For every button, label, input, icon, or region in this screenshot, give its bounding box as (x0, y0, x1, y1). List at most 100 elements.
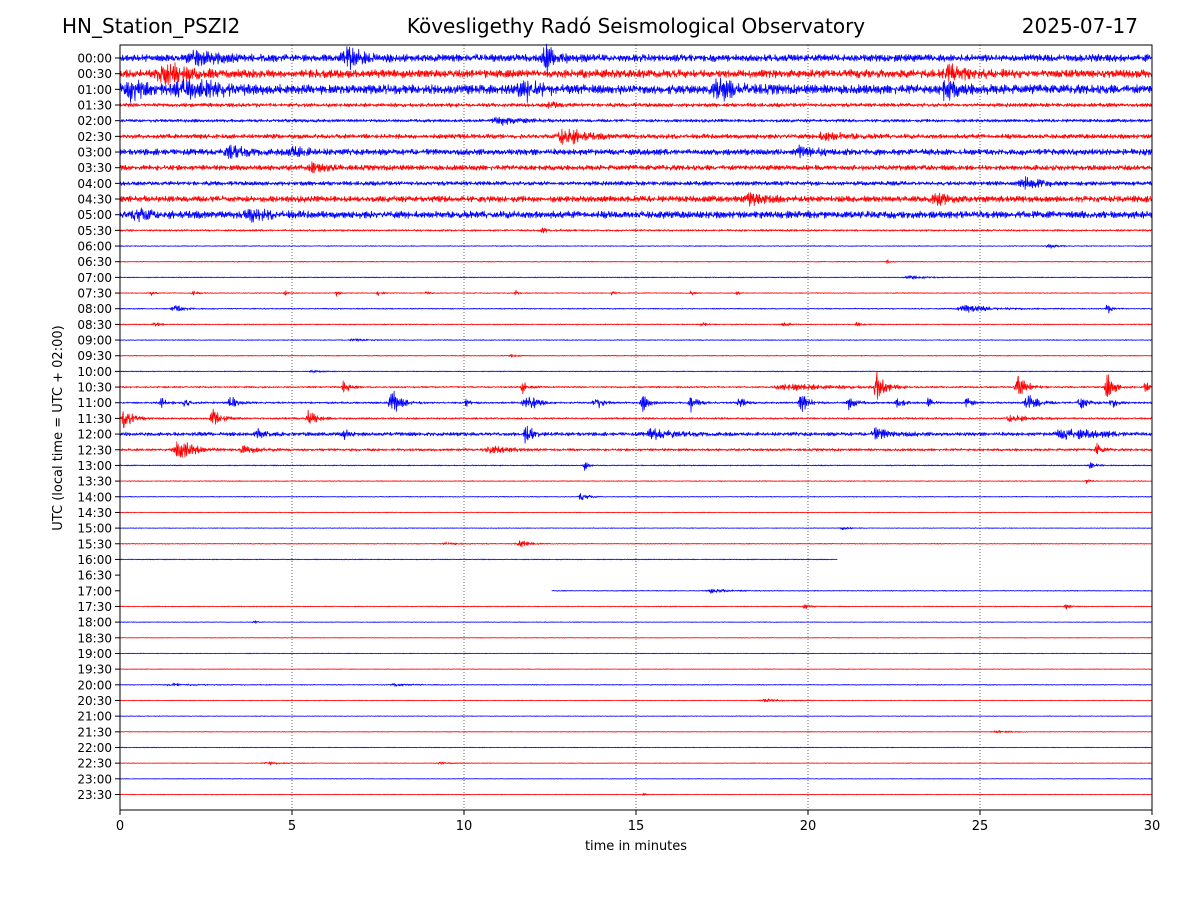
trace-row-1500 (119, 526, 1153, 531)
y-tick-label-8: 04:00 (77, 177, 112, 191)
trace-row-2130 (119, 730, 1153, 734)
x-tick-label-5: 25 (972, 819, 989, 834)
y-tick-label-31: 15:30 (77, 537, 112, 551)
y-tick-label-29: 14:30 (77, 506, 112, 520)
trace-row-1100 (120, 390, 1153, 413)
y-tick-label-43: 21:30 (77, 725, 112, 739)
x-tick-label-3: 15 (628, 819, 645, 834)
y-tick-label-32: 16:00 (77, 553, 112, 567)
x-axis-ticks: 0 5 10 15 20 25 30 (116, 810, 1160, 834)
chart-date: 2025-07-17 (1021, 14, 1138, 38)
y-tick-label-20: 10:00 (77, 365, 112, 379)
trace-row-0800 (120, 304, 1153, 314)
y-tick-label-3: 01:30 (77, 99, 112, 113)
y-tick-label-4: 02:00 (77, 114, 112, 128)
trace-row-0630 (119, 259, 1153, 264)
trace-row-0300 (119, 144, 1153, 159)
chart-title: Kövesligethy Radó Seismological Observat… (406, 14, 866, 38)
y-tick-label-17: 08:30 (77, 318, 112, 332)
y-tick-label-15: 07:30 (77, 287, 112, 301)
x-tick-label-2: 10 (456, 819, 473, 834)
trace-row-0400 (119, 176, 1153, 190)
trace-row-1800 (119, 620, 1153, 624)
y-tick-label-44: 22:00 (77, 741, 112, 755)
trace-row-0100 (119, 77, 1153, 103)
trace-row-0830 (119, 321, 1153, 327)
y-tick-label-26: 13:00 (77, 459, 112, 473)
trace-row-1600 (119, 558, 838, 561)
y-tick-label-35: 17:30 (77, 600, 112, 614)
y-tick-label-21: 10:30 (77, 381, 112, 395)
y-tick-label-7: 03:30 (77, 161, 112, 175)
y-tick-label-24: 12:00 (77, 428, 112, 442)
y-tick-label-39: 19:30 (77, 663, 112, 677)
y-tick-label-23: 11:30 (77, 412, 112, 426)
y-tick-label-0: 00:00 (77, 52, 112, 66)
trace-row-1130 (119, 408, 1153, 429)
x-tick-label-1: 5 (288, 819, 296, 834)
y-tick-label-33: 16:30 (77, 569, 112, 583)
trace-row-1930 (119, 668, 1153, 670)
y-tick-label-22: 11:00 (77, 396, 112, 410)
y-tick-label-6: 03:00 (77, 146, 112, 160)
y-tick-label-46: 23:00 (77, 772, 112, 786)
trace-row-1400 (119, 493, 1153, 501)
trace-row-0730 (119, 289, 1153, 297)
y-tick-label-27: 13:30 (77, 475, 112, 489)
x-tick-label-4: 20 (800, 819, 817, 834)
y-tick-label-42: 21:00 (77, 710, 112, 724)
x-tick-label-0: 0 (116, 819, 124, 834)
trace-row-0900 (119, 338, 1153, 342)
trace-row-0430 (119, 192, 1153, 207)
trace-row-2230 (119, 761, 1153, 766)
y-tick-label-9: 04:30 (77, 193, 112, 207)
trace-row-0500 (119, 207, 1153, 223)
y-axis-label: UTC (local time = UTC + 02:00) (51, 325, 66, 530)
y-tick-label-37: 18:30 (77, 631, 112, 645)
trace-row-1200 (119, 425, 1153, 444)
trace-row-1730 (119, 604, 1153, 610)
y-tick-label-25: 12:30 (77, 443, 112, 457)
trace-row-0930 (119, 353, 1153, 358)
y-tick-label-1: 00:30 (77, 67, 112, 81)
y-tick-label-40: 20:00 (77, 678, 112, 692)
plot-frame (119, 44, 1153, 811)
y-tick-label-38: 19:00 (77, 647, 112, 661)
trace-row-0330 (119, 161, 1153, 174)
trace-row-1530 (119, 540, 1153, 548)
y-tick-label-12: 06:00 (77, 240, 112, 254)
trace-row-0530 (119, 227, 1153, 234)
trace-row-1300 (119, 462, 1153, 471)
y-tick-label-5: 02:30 (77, 130, 112, 144)
trace-row-1430 (119, 511, 1153, 514)
y-tick-label-19: 09:30 (77, 349, 112, 363)
trace-row-1700 (551, 588, 1152, 594)
trace-row-2330 (119, 792, 1153, 796)
trace-row-0200 (119, 116, 1153, 126)
y-tick-label-2: 01:00 (77, 83, 112, 97)
trace-row-1230 (119, 441, 1153, 458)
trace-row-1900 (119, 652, 1152, 655)
grid-lines (291, 45, 981, 810)
trace-row-1030 (119, 371, 1153, 400)
trace-row-0000 (119, 43, 1153, 74)
y-tick-label-16: 08:00 (77, 302, 112, 316)
y-tick-label-18: 09:00 (77, 334, 112, 348)
trace-row-2000 (119, 682, 1153, 687)
trace-row-1330 (119, 479, 1153, 484)
y-tick-label-45: 22:30 (77, 757, 112, 771)
y-tick-label-30: 15:00 (77, 522, 112, 536)
trace-row-0230 (119, 128, 1153, 145)
x-axis-label: time in minutes (585, 839, 687, 854)
trace-row-2030 (120, 698, 1153, 703)
y-tick-label-11: 05:30 (77, 224, 112, 238)
y-tick-label-41: 20:30 (77, 694, 112, 708)
y-tick-label-47: 23:30 (77, 788, 112, 802)
y-tick-label-28: 14:00 (77, 490, 112, 504)
y-tick-label-36: 18:00 (77, 616, 112, 630)
trace-row-0130 (119, 101, 1153, 109)
y-tick-label-13: 06:30 (77, 255, 112, 269)
x-tick-label-6: 30 (1144, 819, 1161, 834)
